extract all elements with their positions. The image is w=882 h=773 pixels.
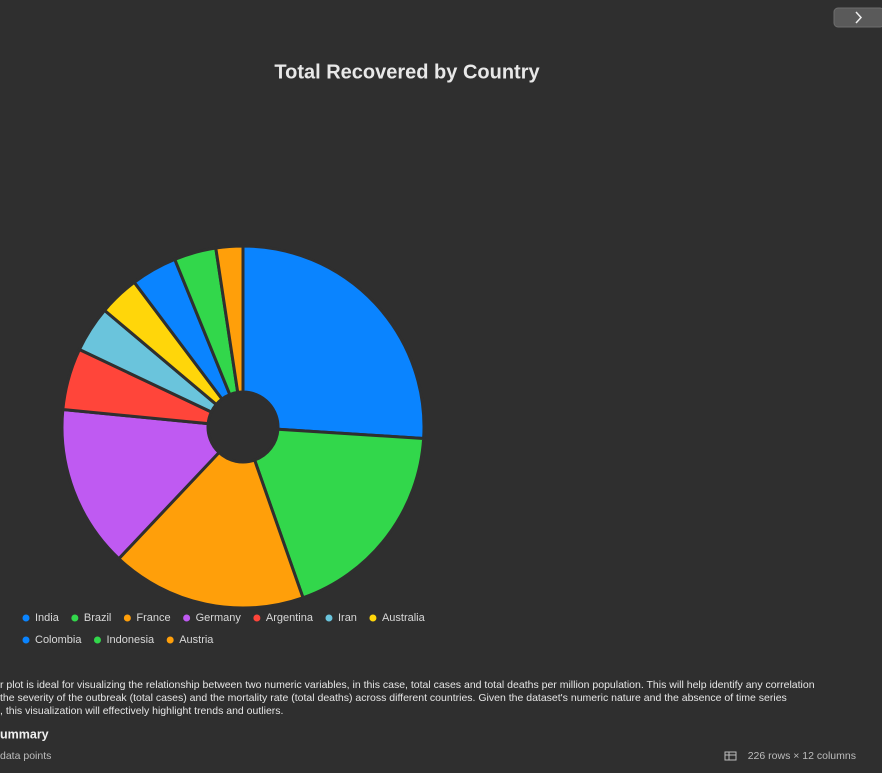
pie-slice [253, 427, 426, 600]
legend-swatch [71, 614, 79, 622]
legend-label: Brazil [84, 612, 112, 624]
legend-label: Colombia [35, 634, 82, 646]
summary-heading: ummary [0, 727, 49, 741]
legend-label: Austria [179, 634, 214, 646]
description-line: the severity of the outbreak (total case… [0, 692, 787, 704]
description-line: , this visualization will effectively hi… [0, 705, 283, 717]
legend-label: Argentina [266, 612, 314, 624]
description-line: r plot is ideal for visualizing the rela… [0, 679, 815, 691]
legend-swatch [253, 614, 261, 622]
legend-label: India [35, 612, 60, 624]
legend-label: Indonesia [106, 634, 155, 646]
legend-swatch [369, 614, 377, 622]
legend-label: Australia [382, 612, 426, 624]
table-icon [724, 751, 737, 761]
chevron-icon [855, 11, 863, 24]
expand-button[interactable] [833, 7, 882, 28]
pie [60, 244, 426, 610]
chart-title: Total Recovered by Country [274, 61, 540, 83]
button-bg[interactable] [833, 7, 882, 28]
legend-swatch [22, 636, 30, 644]
legend: India Brazil France Germany Argentina Iran Aus… [22, 612, 426, 646]
legend-swatch [166, 636, 174, 644]
data-points: data points [0, 750, 51, 762]
legend-label: Iran [338, 612, 357, 624]
legend-label: Germany [196, 612, 242, 624]
legend-swatch [123, 614, 131, 622]
legend-swatch [183, 614, 191, 622]
shape-info: 226 rows × 12 columns [748, 750, 856, 762]
legend-swatch [93, 636, 101, 644]
pie-slice [60, 408, 221, 561]
legend-swatch [22, 614, 30, 622]
pie-slice [214, 244, 245, 394]
pie-slice [117, 450, 305, 610]
legend-swatch [325, 614, 333, 622]
legend-label: France [136, 612, 170, 624]
pie-slice [241, 244, 426, 441]
